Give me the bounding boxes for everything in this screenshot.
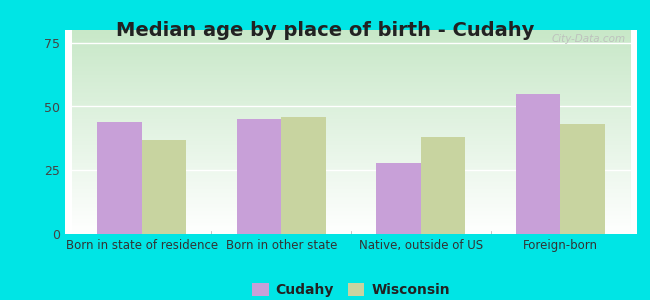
Bar [376,163,421,234]
Bar [421,137,465,234]
Bar [281,117,326,234]
Legend: Cudahy, Wisconsin: Cudahy, Wisconsin [246,278,456,300]
Bar [237,119,281,234]
Bar [515,94,560,234]
Bar [97,122,142,234]
Text: Median age by place of birth - Cudahy: Median age by place of birth - Cudahy [116,21,534,40]
Bar [560,124,605,234]
Bar [142,140,187,234]
Text: City-Data.com: City-Data.com [551,34,625,44]
